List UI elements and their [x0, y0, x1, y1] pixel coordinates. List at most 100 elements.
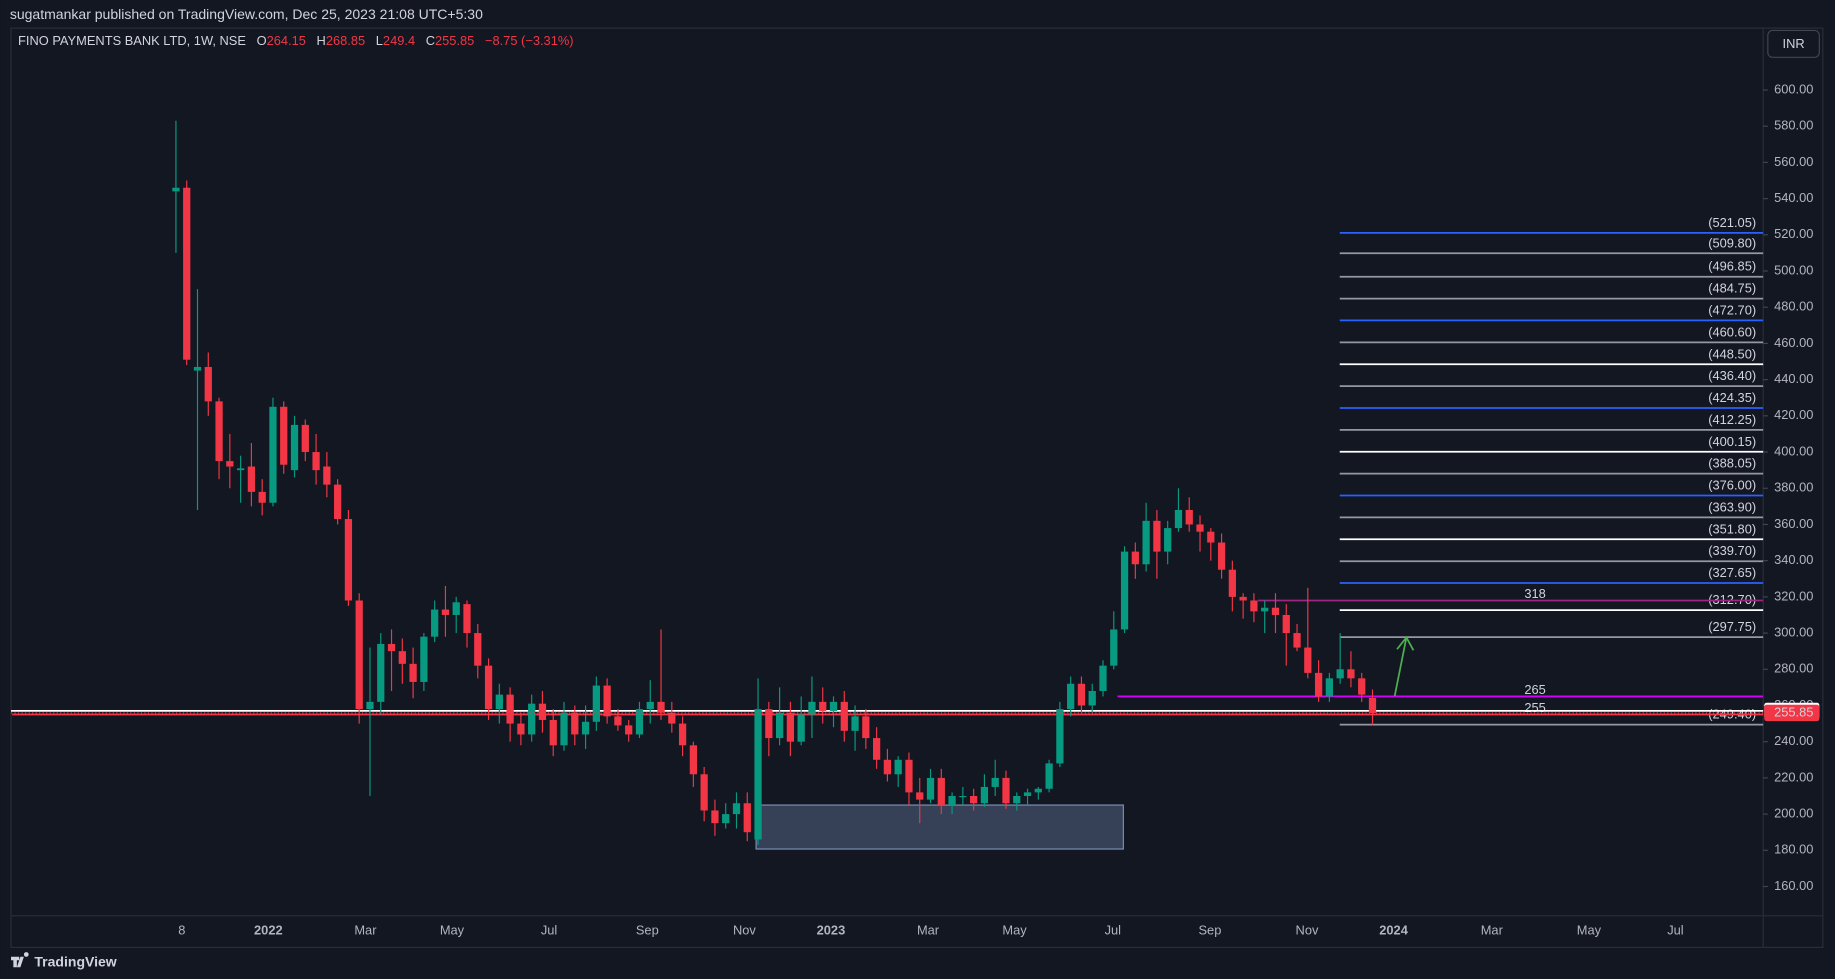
y-tick-label: 600.00 [1774, 81, 1813, 96]
candle-body [678, 723, 687, 746]
legend: FINO PAYMENTS BANK LTD, 1W, NSE O264.15 … [18, 33, 574, 48]
y-tick-label: 320.00 [1774, 588, 1813, 603]
candle-body [905, 759, 913, 793]
legend-value: 255.85 [435, 33, 474, 48]
candle-body [1239, 596, 1247, 601]
candle-body [290, 424, 299, 471]
candle-body [334, 484, 342, 520]
candle-body [247, 466, 256, 492]
y-tick-label: 300.00 [1774, 624, 1813, 639]
candle-body [1217, 542, 1226, 570]
candle-body [1164, 528, 1172, 552]
fib-label: (400.15) [1708, 434, 1756, 449]
candle-body [635, 709, 644, 735]
logo-mark [11, 952, 29, 968]
candle-body [420, 636, 428, 682]
candle-body [183, 187, 191, 360]
y-tick-label: 480.00 [1774, 299, 1813, 314]
last-price-label: 255.85 [1774, 704, 1813, 719]
candle-body [517, 723, 525, 735]
candle-body [1325, 678, 1334, 697]
candle-body [226, 461, 234, 467]
y-tick-label: 440.00 [1774, 371, 1813, 386]
fib-label: (376.00) [1708, 478, 1756, 493]
candle-body [387, 643, 396, 652]
x-tick-label: Jul [1667, 922, 1683, 937]
candle-body [1282, 614, 1290, 634]
candle-body [215, 401, 223, 462]
y-tick-label: 460.00 [1774, 335, 1813, 350]
candle-body [765, 709, 773, 739]
candle-body [409, 663, 417, 682]
candle-body [754, 709, 762, 840]
fib-label: (448.50) [1708, 346, 1756, 361]
candle-body [377, 643, 385, 702]
plot: 160.00180.00200.00220.00240.00260.00280.… [11, 81, 1820, 937]
brand-name: TradingView [34, 953, 116, 969]
x-tick-label: Nov [1296, 922, 1319, 937]
x-tick-label: 8 [178, 922, 185, 937]
x-tick-label: 2022 [254, 922, 283, 937]
candle-body [808, 701, 816, 715]
candle-body [1077, 683, 1086, 706]
legend-key: C [426, 33, 435, 48]
y-tick-label: 280.00 [1774, 661, 1813, 676]
candle-body [441, 609, 450, 615]
fib-label: (339.70) [1708, 543, 1756, 558]
candle-body [280, 406, 288, 465]
candle-body [894, 759, 902, 775]
y-tick-label: 240.00 [1774, 733, 1813, 748]
x-tick-label: Mar [917, 922, 940, 937]
y-tick-label: 580.00 [1774, 118, 1813, 133]
candle-body [937, 777, 945, 806]
y-tick-label: 560.00 [1774, 154, 1813, 169]
candle-body [1013, 795, 1021, 804]
y-tick-label: 340.00 [1774, 552, 1813, 567]
candle-body [301, 424, 309, 453]
candle-body [355, 600, 363, 710]
currency-label[interactable]: INR [1782, 36, 1804, 51]
candle-body [1185, 509, 1193, 525]
candle-body [980, 786, 989, 804]
x-tick-label: Jul [541, 922, 557, 937]
candle-body [560, 712, 568, 746]
y-tick-label: 160.00 [1774, 878, 1813, 893]
candle-body [775, 712, 784, 739]
candle-body [528, 703, 536, 735]
fib-label: (472.70) [1708, 302, 1756, 317]
x-tick-label: 2024 [1379, 922, 1408, 937]
candle-body [646, 701, 654, 710]
x-tick-label: Mar [1481, 922, 1504, 937]
candle-body [1088, 691, 1096, 706]
fib-label: (424.35) [1708, 390, 1756, 405]
zone [755, 804, 1124, 850]
candle-body [732, 803, 741, 815]
legend-value: 249.4 [383, 33, 415, 48]
candle-body [689, 745, 697, 775]
candle-body [1099, 665, 1107, 692]
candle-body [603, 685, 611, 717]
candle-body [538, 703, 547, 720]
candle-body [883, 759, 892, 775]
candle-body [1314, 672, 1323, 697]
x-tick-label: Jul [1105, 922, 1121, 937]
candle-body [668, 712, 676, 724]
candle-body [1002, 777, 1010, 804]
x-tick-label: Nov [733, 922, 756, 937]
candle-body [506, 694, 514, 724]
candle-body [474, 633, 482, 666]
y-tick-label: 420.00 [1774, 407, 1813, 422]
candle-body [344, 519, 353, 601]
candle-body [1336, 669, 1344, 679]
candle-body [1153, 520, 1161, 552]
currency-button[interactable] [1767, 29, 1820, 58]
fib-label: (521.05) [1708, 215, 1756, 230]
candle-body [829, 701, 838, 711]
x-tick-label: 2023 [817, 922, 846, 937]
fib-label: (412.25) [1708, 412, 1756, 427]
candle-body [571, 712, 579, 735]
candle-body [495, 694, 503, 710]
candle-body [172, 187, 180, 192]
candle-body [797, 714, 805, 742]
candle-body [711, 810, 719, 824]
